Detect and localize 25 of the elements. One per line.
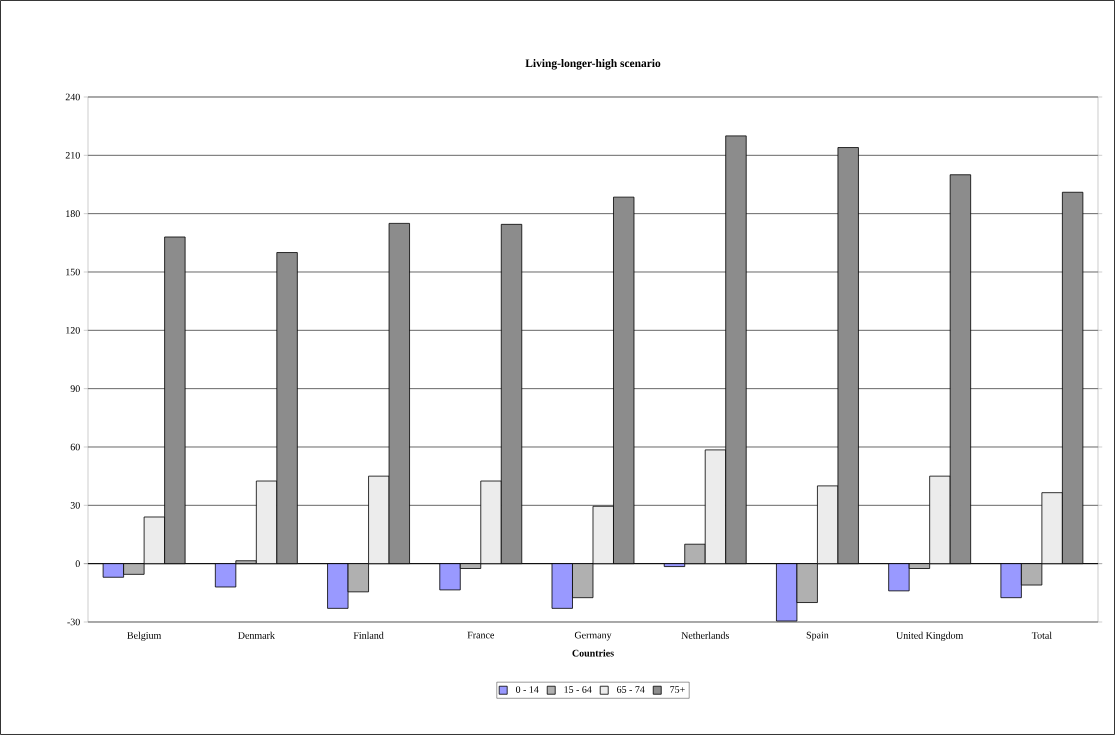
y-tick-label: 0 [75,560,80,568]
x-tick-label: Denmark [238,631,275,639]
y-tick-label: 150 [66,268,80,276]
x-axis-title: Countries [572,649,614,657]
y-tick-label: -30 [67,618,80,626]
legend-label: 65 - 74 [617,686,645,693]
y-tick-label: 180 [66,210,80,218]
x-tick-label: Netherlands [681,631,729,639]
legend-label: 0 - 14 [515,686,539,693]
y-tick-label: 240 [65,93,80,101]
y-tick-label: 60 [70,443,80,451]
legend-label: 15 - 64 [564,686,592,693]
y-tick-label: 120 [66,326,80,334]
y-tick-label: 90 [70,385,80,393]
y-tick-label: 30 [70,501,80,509]
legend-label: 75+ [670,686,685,693]
x-tick-label: Germany [574,631,612,641]
y-tick-label: 210 [65,151,80,159]
chart-title: Living-longer-high scenario [525,59,661,70]
x-tick-label: France [467,631,494,639]
x-tick-label: Finland [353,631,384,639]
x-tick-label: Belgium [127,631,162,641]
x-tick-label: United Kingdom [896,631,964,641]
x-tick-label: Spain [806,631,829,641]
x-tick-label: Total [1031,631,1052,639]
